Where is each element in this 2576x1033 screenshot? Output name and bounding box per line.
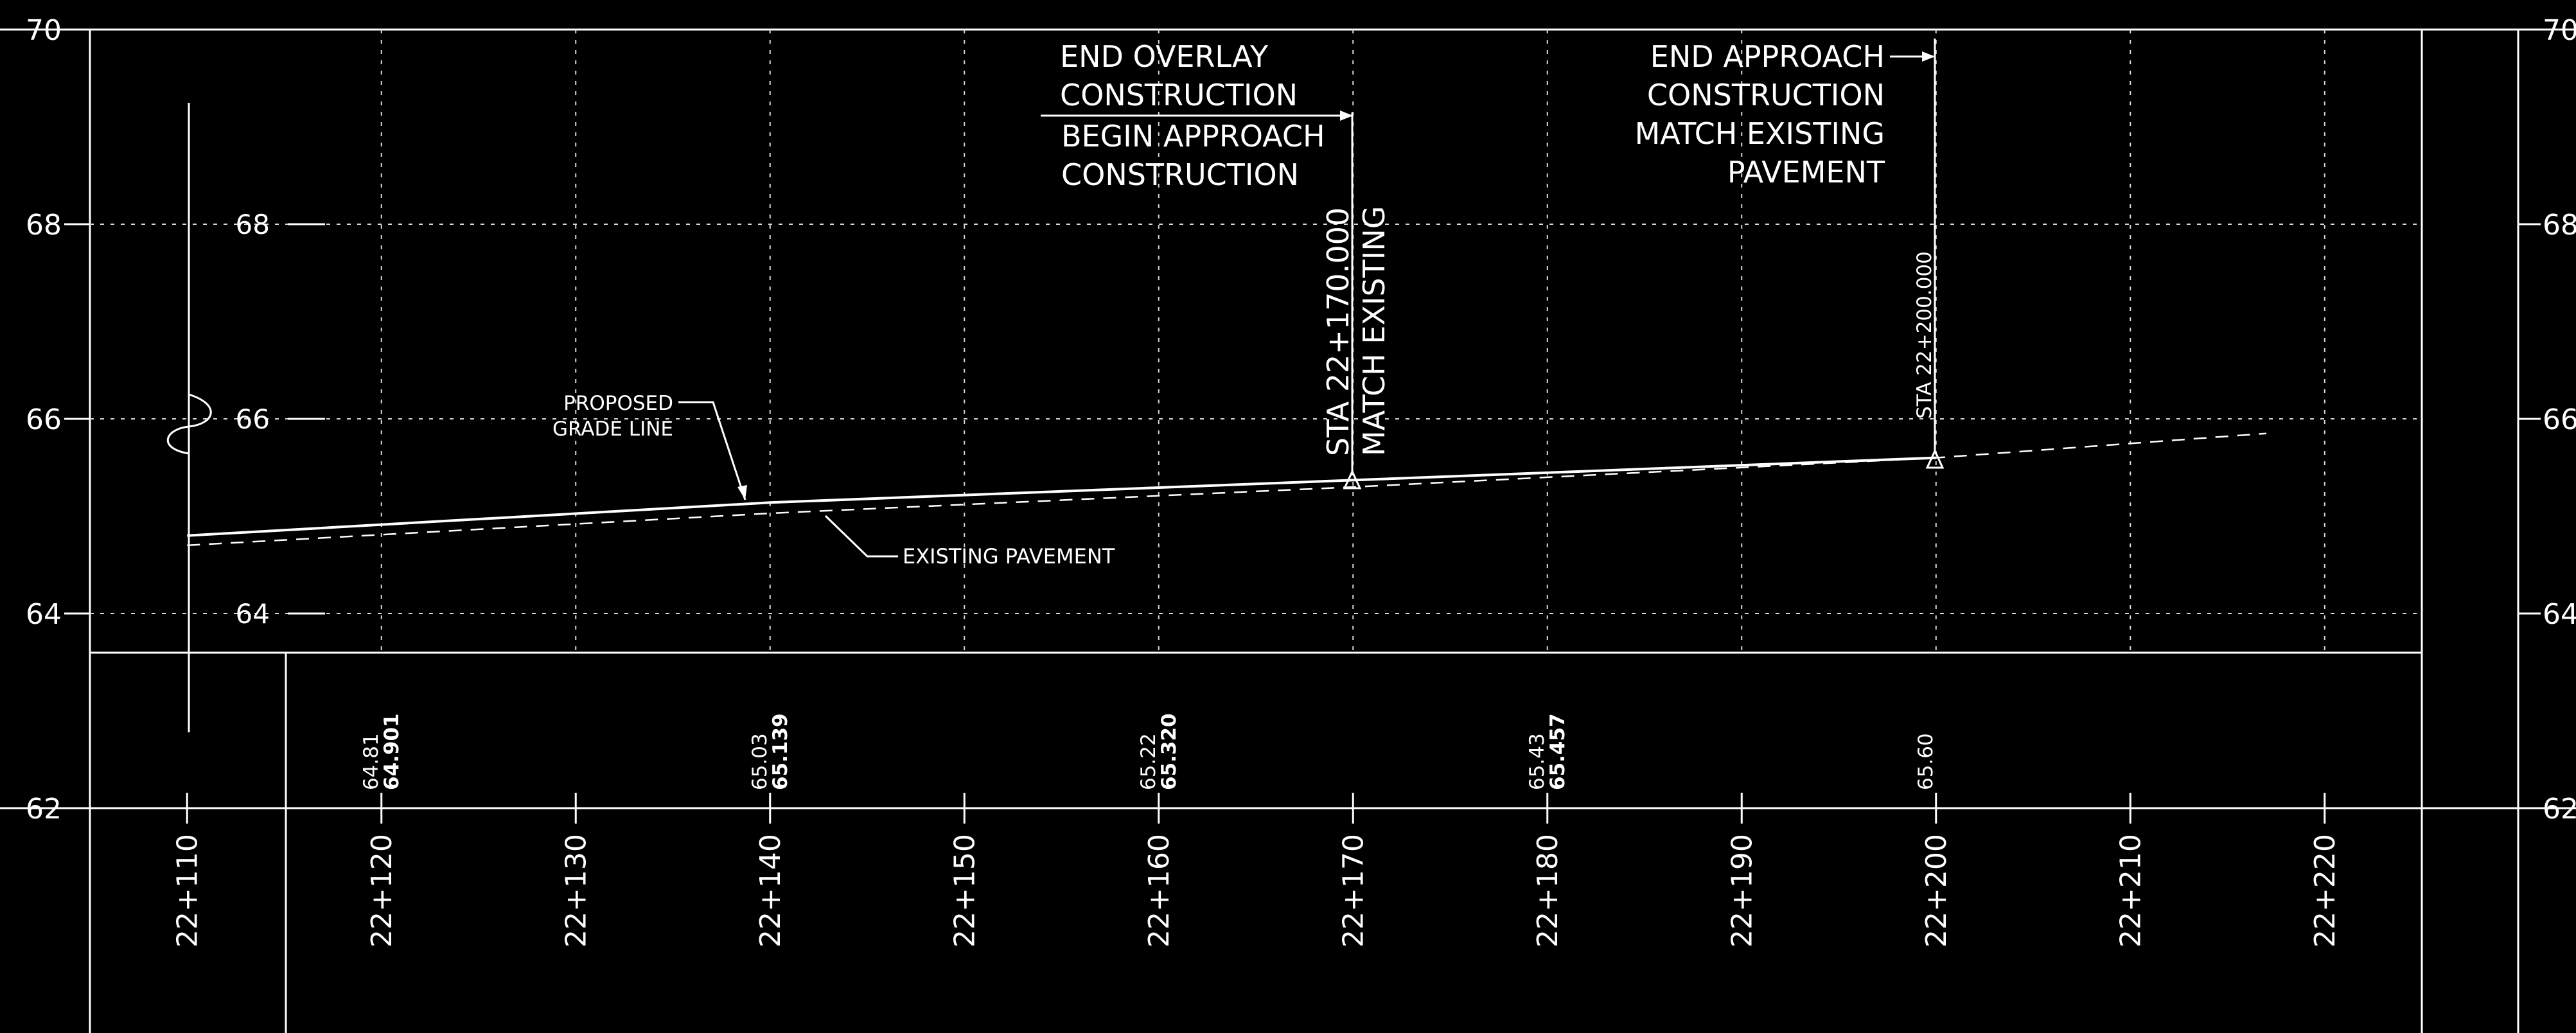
- station-label: 22+210: [2114, 834, 2147, 948]
- elevation-label-left: 70: [26, 14, 62, 47]
- existing-elevation-value: 65.03: [748, 733, 772, 790]
- station-label: 22+200: [1920, 834, 1953, 948]
- station-label: 22+180: [1531, 834, 1564, 948]
- station-label: 22+140: [754, 834, 787, 948]
- proposed-grade-line: [187, 456, 1936, 537]
- elevation-label-inner: 66: [236, 403, 270, 435]
- elevation-label-right: 62: [2543, 793, 2576, 826]
- proposed-label-line1: PROPOSED: [563, 392, 673, 415]
- station-label: 22+160: [1143, 834, 1176, 948]
- station-label: 22+110: [171, 834, 204, 948]
- end-approach-arrow-icon: [1922, 51, 1935, 62]
- end-overlay-line2: CONSTRUCTION: [1060, 78, 1298, 112]
- existing-pavement-label: EXISTING PAVEMENT: [903, 544, 1115, 569]
- elevation-label-left: 64: [26, 598, 62, 631]
- proposed-elevation-value: 65.457: [1546, 713, 1569, 790]
- elevation-label-inner: 68: [236, 209, 270, 240]
- existing-elevation-value: 64.81: [360, 733, 383, 790]
- sta-170-label: STA 22+170.000: [1321, 207, 1355, 456]
- elevation-axes: 70 70 68 68 66 66 64 64 62 62 68 66 64: [26, 14, 2576, 826]
- sta-200-label: STA 22+200.000: [1913, 251, 1936, 419]
- grid: [90, 30, 2422, 653]
- frame: [0, 28, 2576, 1033]
- station-label: 22+170: [1337, 834, 1370, 948]
- existing-elevation-value: 65.43: [1526, 733, 1549, 790]
- station-label: 22+120: [366, 834, 398, 948]
- begin-approach-line2: CONSTRUCTION: [1061, 157, 1299, 192]
- existing-leader: [824, 515, 898, 558]
- proposed-elevation-value: 64.901: [380, 713, 403, 790]
- begin-approach-line1: BEGIN APPROACH: [1061, 119, 1325, 154]
- existing-elevation-value: 65.60: [1914, 733, 1937, 790]
- annotations: PROPOSED GRADE LINE EXISTING PAVEMENT EN…: [552, 39, 1945, 569]
- break-symbol-icon: [166, 393, 212, 455]
- elevation-label-right: 64: [2543, 598, 2576, 631]
- elevation-label-right: 70: [2543, 14, 2576, 47]
- station-label: 22+220: [2309, 834, 2342, 948]
- station-label: 22+130: [560, 834, 592, 948]
- station-axis: 22+110 22+120 22+130 22+140 22+150 22+160 22+1…: [171, 793, 2342, 948]
- sta-170-match-label: MATCH EXISTING: [1357, 206, 1391, 456]
- elevation-label-right: 66: [2543, 403, 2576, 436]
- profiles: [187, 432, 2267, 547]
- elevation-label-left: 68: [26, 209, 62, 242]
- proposed-elevation-value: 65.320: [1158, 713, 1181, 790]
- sta-170-marker-icon: [1343, 469, 1362, 490]
- end-approach-line2: CONSTRUCTION: [1647, 78, 1885, 112]
- elevation-label-left: 62: [26, 793, 62, 826]
- end-overlay-line1: END OVERLAY: [1060, 39, 1269, 74]
- proposed-leader: [678, 401, 746, 500]
- station-label: 22+150: [948, 834, 981, 948]
- proposed-leader-arrow-icon: [737, 485, 747, 500]
- end-approach-line1: END APPROACH: [1650, 39, 1885, 74]
- end-approach-line3: MATCH EXISTING: [1635, 116, 1885, 151]
- elevation-label-left: 66: [26, 403, 62, 436]
- proposed-elevation-value: 65.139: [769, 713, 792, 790]
- existing-elevation-value: 65.22: [1137, 733, 1160, 790]
- end-approach-line4: PAVEMENT: [1727, 155, 1885, 190]
- station-label: 22+190: [1725, 834, 1758, 948]
- elevation-label-right: 68: [2543, 209, 2576, 242]
- proposed-label-line2: GRADE LINE: [552, 418, 673, 441]
- existing-pavement-line: [187, 432, 2267, 547]
- sta-200-marker-icon: [1925, 448, 1945, 469]
- elevation-label-inner: 64: [236, 598, 270, 630]
- overlay-arrow-icon: [1340, 110, 1353, 121]
